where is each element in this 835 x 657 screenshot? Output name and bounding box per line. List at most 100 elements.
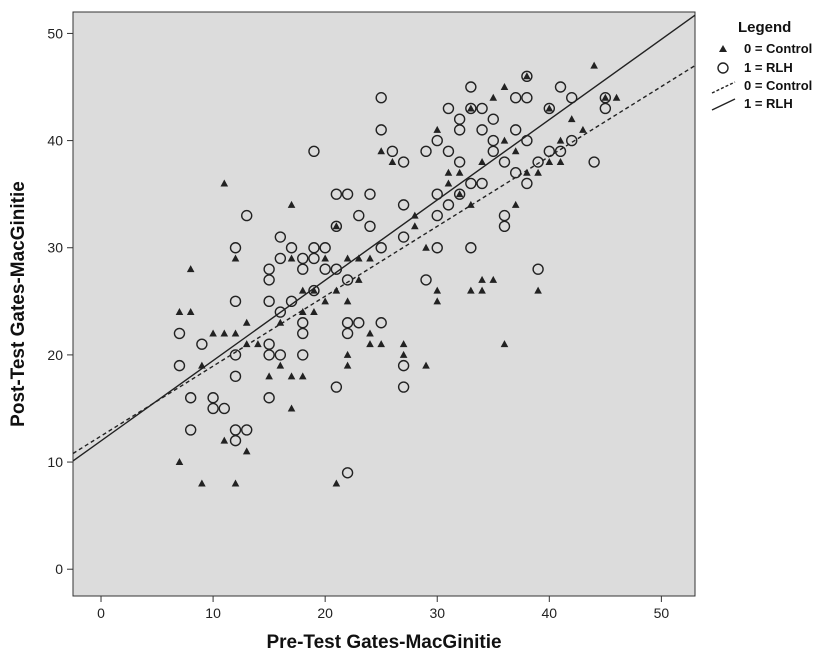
control-point <box>310 308 318 316</box>
control-point <box>523 72 531 80</box>
rlh-point <box>274 306 287 318</box>
rlh-point <box>465 81 477 93</box>
control-point <box>411 222 419 230</box>
fit-lines <box>72 14 696 462</box>
rlh-point <box>207 402 219 415</box>
control-point <box>332 479 341 487</box>
rlh-point <box>509 124 522 136</box>
control-point <box>455 168 464 176</box>
legend-solid-line-icon <box>711 98 736 111</box>
control-point <box>265 372 273 380</box>
control-point <box>377 340 385 348</box>
rlh-point <box>521 177 533 190</box>
control-point <box>298 308 307 316</box>
rlh-point <box>487 145 499 158</box>
rlh-point <box>319 242 331 254</box>
rlh-point <box>308 145 320 158</box>
rlh-point <box>274 252 287 265</box>
rlh-point <box>397 359 410 372</box>
control-point <box>388 158 397 166</box>
rlh-point <box>229 295 242 308</box>
rlh-point <box>308 242 320 254</box>
rlh-point <box>241 424 253 436</box>
control-point <box>287 404 296 412</box>
control-point <box>489 275 498 283</box>
rlh-point <box>386 145 399 158</box>
control-point <box>467 286 475 294</box>
rlh-point <box>274 231 287 243</box>
legend-circle-icon <box>717 62 729 74</box>
control-point <box>220 329 229 337</box>
rlh-point <box>285 242 298 254</box>
rlh-point <box>330 381 343 393</box>
control-point <box>366 329 374 337</box>
rlh-point <box>397 381 410 393</box>
y-axis-ticks: 0 10 20 30 40 50 <box>47 25 73 577</box>
rlh-point <box>229 242 242 254</box>
y-tick-label: 10 <box>47 454 63 470</box>
control-point <box>276 361 285 369</box>
rlh-point <box>341 317 354 329</box>
plot-area <box>72 11 696 597</box>
rlh-point <box>554 145 567 158</box>
control-point <box>343 361 352 369</box>
legend-title: Legend <box>738 19 791 36</box>
x-tick-label: 40 <box>542 605 558 621</box>
control-point <box>467 104 475 112</box>
rlh-point <box>397 231 410 243</box>
y-tick-label: 0 <box>55 561 63 577</box>
rlh-point <box>442 145 455 158</box>
control-point <box>175 458 184 466</box>
rlh-point <box>476 102 488 115</box>
control-point <box>433 286 442 294</box>
control-point <box>422 361 430 369</box>
control-point <box>276 318 285 326</box>
control-point <box>321 297 329 305</box>
control-point <box>231 254 240 262</box>
rlh-point <box>184 424 197 436</box>
rlh-point <box>263 263 275 275</box>
rlh-point <box>297 327 309 340</box>
rlh-point <box>420 145 432 158</box>
rlh-point <box>476 124 488 136</box>
rlh-point <box>229 434 242 447</box>
rlh-point <box>263 295 275 308</box>
rlh-point <box>207 392 219 404</box>
control-point <box>399 350 408 358</box>
rlh-point <box>263 274 275 286</box>
rlh-point <box>173 327 186 340</box>
legend-entry-rlh: 1 = RLH <box>744 60 793 75</box>
control-point <box>354 254 363 262</box>
control-point <box>478 275 486 283</box>
rlh-point <box>521 92 533 104</box>
rlh-point <box>487 134 499 147</box>
rlh-point <box>229 424 242 436</box>
rlh-fit-line <box>72 14 696 462</box>
control-point <box>198 479 206 487</box>
control-point <box>545 158 554 166</box>
control-point <box>433 125 442 133</box>
rlh-point <box>397 199 410 211</box>
rlh-point <box>375 317 387 329</box>
rlh-point <box>241 209 253 222</box>
control-point <box>366 340 374 348</box>
control-point <box>500 83 509 91</box>
y-tick-label: 20 <box>47 347 63 363</box>
control-point <box>254 340 262 348</box>
rlh-point <box>543 102 556 115</box>
rlh-point <box>465 177 477 190</box>
control-point <box>590 61 598 69</box>
rlh-point <box>453 113 466 125</box>
y-tick-label: 30 <box>47 240 63 256</box>
control-point <box>422 243 430 251</box>
rlh-point <box>308 252 320 265</box>
rlh-point <box>509 92 522 104</box>
rlh-point <box>341 467 354 479</box>
control-point <box>455 190 464 198</box>
control-point <box>489 93 498 101</box>
control-point <box>209 329 217 337</box>
rlh-point <box>532 156 544 168</box>
rlh-point <box>375 242 387 254</box>
y-tick-label: 50 <box>47 25 63 41</box>
rlh-point <box>476 177 488 190</box>
